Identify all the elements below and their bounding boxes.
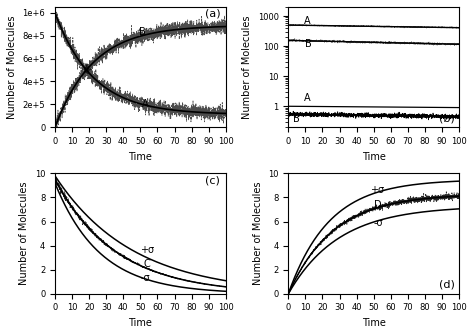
X-axis label: Time: Time	[362, 318, 386, 328]
Text: +σ: +σ	[370, 186, 384, 195]
X-axis label: Time: Time	[128, 318, 152, 328]
Text: (a): (a)	[205, 9, 221, 18]
Text: B: B	[293, 114, 300, 124]
Text: A: A	[304, 93, 310, 103]
Y-axis label: Number of Molecules: Number of Molecules	[7, 15, 17, 119]
Text: C: C	[144, 259, 151, 269]
Text: -σ: -σ	[374, 218, 383, 228]
Text: (c): (c)	[205, 175, 220, 185]
Text: (d): (d)	[438, 280, 455, 290]
Text: B: B	[139, 27, 146, 37]
Text: B: B	[305, 40, 312, 50]
Y-axis label: Number of Molecules: Number of Molecules	[253, 182, 263, 285]
Text: D: D	[374, 200, 382, 210]
Text: A: A	[142, 99, 149, 109]
Y-axis label: Number of Molecules: Number of Molecules	[242, 15, 252, 119]
Text: (b): (b)	[438, 113, 455, 123]
X-axis label: Time: Time	[362, 151, 386, 161]
Text: -σ: -σ	[140, 273, 150, 283]
Text: A: A	[304, 16, 310, 26]
X-axis label: Time: Time	[128, 151, 152, 161]
Y-axis label: Number of Molecules: Number of Molecules	[19, 182, 29, 285]
Text: +σ: +σ	[140, 245, 155, 255]
